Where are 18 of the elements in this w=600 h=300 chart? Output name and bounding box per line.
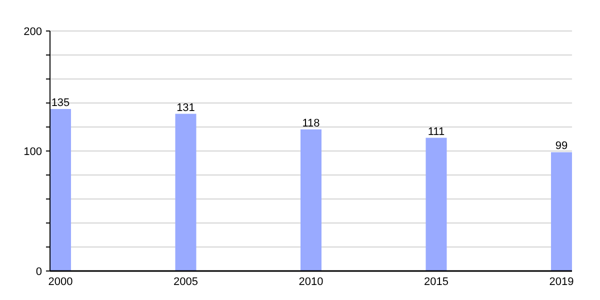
data-label: 131 [176,102,195,114]
bar [175,114,196,271]
x-tick-label: 2015 [424,276,448,288]
bar [300,129,322,271]
bar [551,152,572,271]
x-tick-label: 2005 [174,276,198,288]
y-tick-label: 200 [24,26,42,38]
x-tick-label: 2010 [298,276,324,288]
data-label: 99 [555,140,568,152]
data-label: 135 [51,97,70,109]
x-tick-label: 2000 [48,276,73,288]
bar [50,109,71,271]
x-tick-label: 2019 [549,276,574,288]
y-tick-label: 0 [36,266,42,278]
data-label: 111 [428,126,445,138]
bar [426,138,447,271]
data-label: 118 [302,117,320,130]
y-tick-label: 100 [24,146,42,158]
